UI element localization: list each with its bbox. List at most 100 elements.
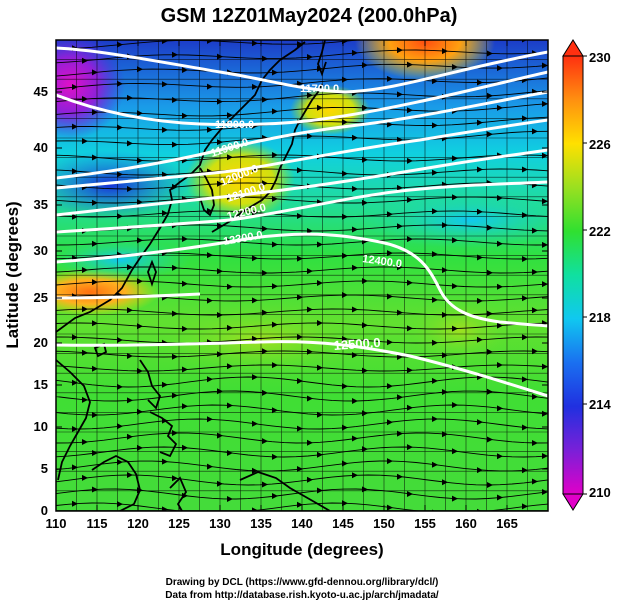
streamline-arrow [397,184,403,191]
streamline-arrow [362,367,368,374]
streamline-arrow [407,236,413,243]
streamline-arrow [522,212,528,219]
streamline-arrow [387,383,393,390]
streamline-arrow [307,348,313,355]
streamline-arrow [252,420,258,427]
streamline-arrow [407,279,413,286]
streamline [56,294,548,302]
streamline-arrow [387,339,393,346]
streamline-arrow [352,134,358,141]
chart-title: GSM 12Z01May2024 (200.0hPa) [161,5,458,27]
streamline-arrow [252,83,258,90]
streamline-arrow [227,112,233,119]
streamline-arrow [452,325,458,332]
streamline-arrow [342,170,348,177]
streamline-arrow [542,281,548,288]
streamline-arrow [522,256,528,262]
x-axis-label: Longitude (degrees) [220,540,383,559]
streamline-arrow [522,376,528,383]
streamline [56,336,548,344]
streamline-arrow [477,208,483,215]
streamline-arrow [497,240,503,247]
streamline-arrow [397,264,403,271]
streamline-arrow [442,48,448,55]
colorbar-gradient [562,55,584,495]
streamline-arrow [182,112,188,119]
streamline-arrow [307,476,313,483]
streamline-arrow [297,294,303,301]
streamline-arrow [72,168,78,175]
streamline-arrow [217,53,223,60]
streamline-arrow [82,474,88,481]
streamline-arrow [272,195,278,202]
streamline-arrow [172,264,178,271]
streamline-arrow [297,255,303,262]
streamline-arrow [252,374,258,381]
streamline-arrow [487,436,493,443]
streamline-arrow [307,54,313,60]
coastline-sakhalin [317,40,327,77]
streamline-arrow [477,166,483,173]
streamline-arrow [162,40,168,44]
streamline-arrow [342,119,348,126]
streamline-arrow [497,283,503,290]
streamline-arrow [452,194,458,201]
streamline-arrow [262,225,268,232]
y-tick-label: 25 [34,290,48,305]
credit-drawing: Drawing by DCL (https://www.gfd-dennou.o… [166,577,439,588]
streamline-arrow [162,210,168,217]
streamline-arrow [297,80,303,87]
streamline-arrow [162,381,168,388]
streamline [56,502,548,511]
streamline-arrow [272,362,278,369]
streamline-arrow [397,354,403,360]
streamline-arrow [432,461,438,468]
streamline-arrow [92,154,98,161]
streamline-arrow [82,57,88,64]
streamline-arrow [262,389,268,396]
streamline-arrow [297,378,303,384]
streamline-arrow [207,416,213,423]
streamline-arrow [82,267,88,273]
streamline-arrow [442,352,448,359]
streamline-arrow [172,475,178,482]
streamline-arrow [432,169,438,176]
x-tick-label: 145 [332,516,354,531]
streamline-arrow [217,180,223,187]
streamline-arrow [387,121,393,128]
streamline-arrow [477,336,483,343]
streamline-arrow [207,83,213,90]
streamline-arrow [182,366,188,373]
streamline-arrow [477,79,483,86]
streamline-arrow [362,199,368,206]
streamline-arrow [262,55,268,62]
streamline-arrow [487,224,493,231]
contour-label-11800: 11800.0 [215,119,254,131]
streamline-arrow [487,92,493,99]
streamline-arrow [397,473,403,480]
streamline-arrow [442,267,448,274]
streamline-arrow [487,50,493,57]
streamline-arrow [297,213,303,219]
streamline-arrow [522,115,528,122]
colorbar-tick-label: 222 [589,224,611,239]
streamline-arrow [497,453,503,460]
streamline-arrow [82,349,88,356]
streamline-arrow [477,467,483,474]
streamline-arrow [532,348,538,355]
streamline-arrow [297,41,303,48]
streamline-arrow [487,348,493,355]
streamline-arrow [92,320,98,327]
streamline-arrow [432,416,438,422]
streamline-arrow [477,297,483,304]
streamline-arrow [227,402,233,409]
streamline-arrow [532,393,538,400]
streamline-arrow [387,250,393,257]
streamline-arrow [497,362,503,368]
streamline-arrow [162,171,168,178]
y-tick-label: 0 [41,503,48,518]
streamline-arrow [542,489,548,495]
x-tick-label: 125 [168,516,190,531]
streamline-arrow [217,351,223,358]
